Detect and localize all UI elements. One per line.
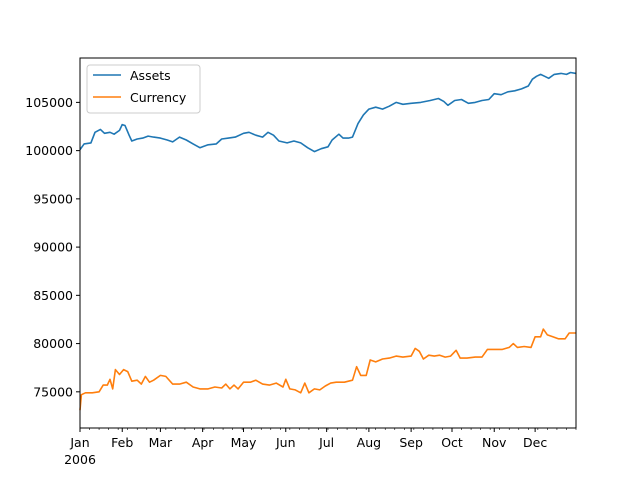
x-tick-label: Oct [441,435,463,450]
x-tick-label: Dec [523,435,547,450]
legend-label-currency: Currency [130,90,187,105]
series-layer [79,71,577,411]
x-year-label: 2006 [64,452,96,467]
x-tick-label: Jul [318,435,334,450]
x-tick-label: Aug [357,435,381,450]
y-tick-label: 90000 [33,240,73,255]
legend-box [86,64,201,114]
x-tick-label: May [231,435,257,450]
x-tick-label: Mar [149,435,173,450]
x-tick-label: Jun [275,435,296,450]
series-line-currency [79,328,576,411]
y-tick-label: 105000 [25,95,73,110]
legend: Assets Currency [86,64,201,114]
y-tick-label: 75000 [33,384,73,399]
x-tick-label: Apr [192,435,214,450]
y-tick-label: 80000 [33,336,73,351]
legend-label-assets: Assets [130,68,171,83]
y-tick-label: 85000 [33,288,73,303]
plot-area [80,58,576,428]
x-tick-label: Nov [482,435,507,450]
y-axis: 75000 80000 85000 90000 95000 100000 105000 [25,95,80,399]
y-tick-label: 95000 [33,191,73,206]
x-tick-label: Sep [399,435,423,450]
y-tick-label: 100000 [25,143,73,158]
x-axis: 2006 Jan Feb Mar Apr May Jun Jul Aug Sep Oct Nov De… [64,428,577,467]
x-tick-label: Jan [69,435,89,450]
x-tick-label: Feb [111,435,133,450]
series-line-assets [79,71,577,153]
